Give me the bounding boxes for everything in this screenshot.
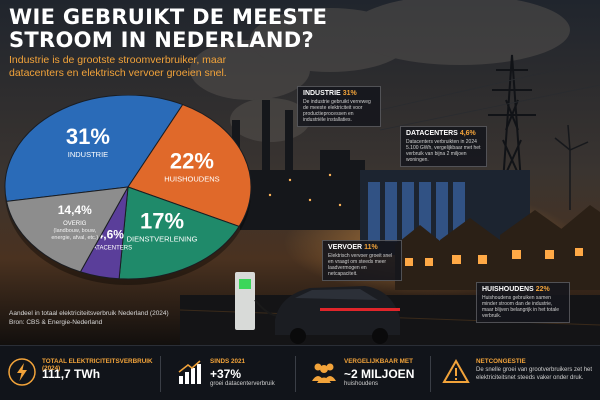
annotation-pct: 11% [364, 244, 378, 251]
people-icon [312, 363, 336, 383]
annotation-label: DATACENTERS [406, 130, 458, 137]
growth-chart-icon [178, 360, 201, 384]
stat-label: NETCONGESTIE [476, 358, 526, 365]
stat-total: TOTAAL ELEKTRICITEITSVERBRUIK (2024) 111… [0, 346, 160, 400]
warning-icon [442, 358, 470, 383]
divider [160, 356, 161, 392]
houses [395, 205, 600, 290]
annotation-text: Huishoudens gebruiken samen minder stroo… [482, 295, 559, 319]
power-pylon [379, 54, 600, 226]
chart-caption: Aandeel in totaal elektriciteitsverbruik… [9, 310, 169, 327]
annotation-vervoer: VERVOER 11% Elektrisch vervoer groeit sn… [322, 240, 402, 281]
wind-turbine [554, 124, 589, 210]
caption-line: Aandeel in totaal elektriciteitsverbruik… [9, 310, 169, 317]
stats-bar: TOTAAL ELEKTRICITEITSVERBRUIK (2024) 111… [0, 345, 600, 400]
stat-value: 111,7 TWh [42, 367, 101, 381]
slice-sub-label: energie, afval, etc.) [51, 235, 98, 241]
stat-label: TOTAAL ELEKTRICITEITSVERBRUIK (2024) [42, 358, 153, 372]
pie-slice-industrie [4, 95, 184, 202]
slice-name-label: DIENSTVERLENING [127, 235, 198, 244]
lightning-icon [8, 358, 36, 386]
pie-slice-huishoudens [127, 103, 252, 228]
annotation-label: HUISHOUDENS [482, 286, 534, 293]
page-title: WIE GEBRUIKT DE MEESTE STROOM IN NEDERLA… [9, 5, 328, 52]
slice-name-label: OVERIG [63, 221, 87, 227]
annotation-label: INDUSTRIE [303, 90, 341, 97]
annotation-text: Elektrisch vervoer groeit snel en vraagt… [328, 253, 393, 277]
slice-percent-label: 14,4% [58, 203, 92, 217]
divider [430, 356, 431, 392]
pie-slice-overig [5, 186, 129, 273]
stat-households: VERGELIJKBAAR MET ~2 MILJOEN huishoudens [302, 346, 427, 400]
stat-value: ~2 MILJOEN [344, 367, 415, 381]
stat-sub: De snelle groei van grootverbruikers zet… [476, 367, 593, 381]
pie-slice-dienstverlening [118, 186, 240, 280]
annotation-industrie: INDUSTRIE 31% De industrie gebruikt verr… [297, 86, 381, 127]
stat-value: +37% [210, 367, 242, 381]
house-windows [405, 248, 583, 266]
slice-percent-label: 22% [170, 148, 214, 173]
background-scene [0, 0, 600, 345]
annotation-pct: 4,6% [459, 130, 476, 137]
stat-label: SINDS 2021 [210, 358, 246, 365]
stat-sub: huishoudens [344, 381, 379, 387]
annotation-label: VERVOER [328, 244, 363, 251]
divider [295, 356, 296, 392]
pie-chart: 31%INDUSTRIE 22%HUISHOUDENS 17%DIENSTVERLE… [4, 95, 252, 285]
slice-name-label: HUISHOUDENS [164, 174, 219, 183]
annotation-huishoudens: HUISHOUDENS 22% Huishoudens gebruiken sa… [476, 282, 570, 323]
stat-label: VERGELIJKBAAR MET [344, 358, 413, 365]
annotation-text: Datacenters verbruikten in 2024 5.100 GW… [406, 139, 481, 163]
slice-percent-label: 31% [66, 124, 110, 149]
stat-growth: SINDS 2021 +37% groei datacenterverbruik [168, 346, 293, 400]
smoke-clouds [190, 0, 570, 142]
annotation-pct: 22% [535, 286, 550, 293]
annotation-text: De industrie gebruikt verreweg de meeste… [303, 99, 371, 123]
slice-sub-label: (landbouw, bouw, [54, 228, 97, 234]
annotation-pct: 31% [342, 90, 357, 97]
slice-name-label: DATACENTERS [88, 245, 132, 251]
slice-percent-label: 17% [140, 209, 184, 234]
stat-congestion: NETCONGESTIE De snelle groei van grootve… [434, 346, 600, 400]
page-subtitle: Industrie is de grootste stroomverbruike… [9, 54, 227, 79]
annotation-datacenters: DATACENTERS 4,6% Datacenters verbruikten… [400, 126, 487, 167]
stat-sub: groei datacenterverbruik [210, 381, 275, 387]
source-line: Bron: CBS & Energie-Nederland [9, 318, 103, 326]
slice-name-label: INDUSTRIE [68, 150, 108, 159]
electric-car [275, 286, 400, 344]
